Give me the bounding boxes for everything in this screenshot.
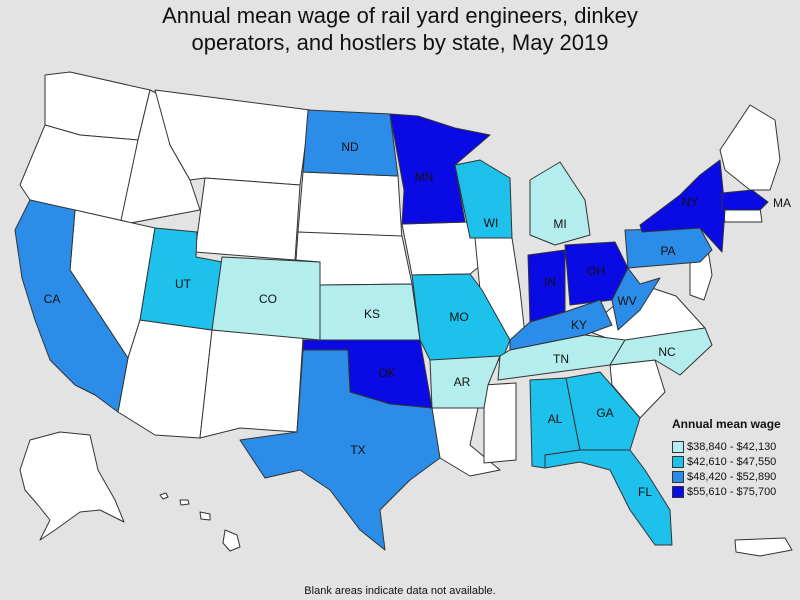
state-label-MO: MO [449,310,468,324]
state-labels: CA UT CO KS ND MN WI MI MO AR OK TX IN O… [44,140,791,499]
territory-PR [734,537,793,557]
state-label-AL: AL [548,412,563,426]
state-HI [159,492,241,552]
legend-item: $42,610 - $47,550 [672,454,797,469]
state-label-KY: KY [571,318,587,332]
legend-item: $55,610 - $75,700 [672,484,797,499]
state-label-GA: GA [596,406,613,420]
map-title: Annual mean wage of rail yard engineers,… [0,2,800,56]
state-NC [609,327,713,376]
state-MI [529,161,591,246]
state-AK [19,431,125,541]
state-WI [454,159,513,239]
legend-item: $48,420 - $52,890 [672,469,797,484]
state-label-UT: UT [175,277,192,291]
state-MS [483,382,517,464]
legend-swatch [672,440,684,453]
state-AR [429,355,501,409]
state-label-CA: CA [44,292,61,306]
legend-swatch [672,485,684,498]
state-label-PA: PA [660,244,675,258]
state-SD [297,171,403,241]
state-MA [721,189,769,211]
state-label-TX: TX [350,443,365,457]
state-GA [565,371,641,451]
state-label-WV: WV [617,294,636,308]
state-ND [302,109,399,177]
state-label-AR: AR [454,375,471,389]
data-states [14,109,769,551]
state-NM [199,329,304,439]
state-label-MN: MN [415,170,434,184]
state-label-TN: TN [553,352,569,366]
legend: Annual mean wage $38,840 - $42,130 $42,6… [672,417,797,499]
map-title-line-1: Annual mean wage of rail yard engineers,… [162,3,638,28]
legend-swatch [672,470,684,483]
state-label-NY: NY [682,195,699,209]
state-label-IN: IN [544,275,556,289]
legend-label: $48,420 - $52,890 [687,470,777,483]
state-label-KS: KS [364,307,380,321]
nodata-states [19,71,781,477]
state-WY [194,177,301,261]
state-NE-states [719,104,781,191]
state-label-MI: MI [553,217,566,231]
state-label-MA: MA [773,196,791,210]
state-label-ND: ND [341,140,359,154]
legend-label: $38,840 - $42,130 [687,440,777,453]
state-CA [14,199,129,413]
legend-title: Annual mean wage [672,417,781,431]
state-TX [239,349,441,551]
legend-label: $55,610 - $75,700 [687,485,777,498]
legend-item: $38,840 - $42,130 [672,439,797,454]
state-label-CO: CO [259,292,277,306]
state-label-NC: NC [658,345,676,359]
state-label-OH: OH [587,264,605,278]
state-label-FL: FL [638,485,652,499]
footnote: Blank areas indicate data not available. [304,585,496,597]
state-MO [411,273,511,361]
state-label-WI: WI [484,216,499,230]
state-FL [544,449,673,546]
map-title-line-2: operators, and hostlers by state, May 20… [191,30,609,55]
legend-swatch [672,455,684,468]
state-label-OK: OK [378,366,395,380]
legend-label: $42,610 - $47,550 [687,455,777,468]
